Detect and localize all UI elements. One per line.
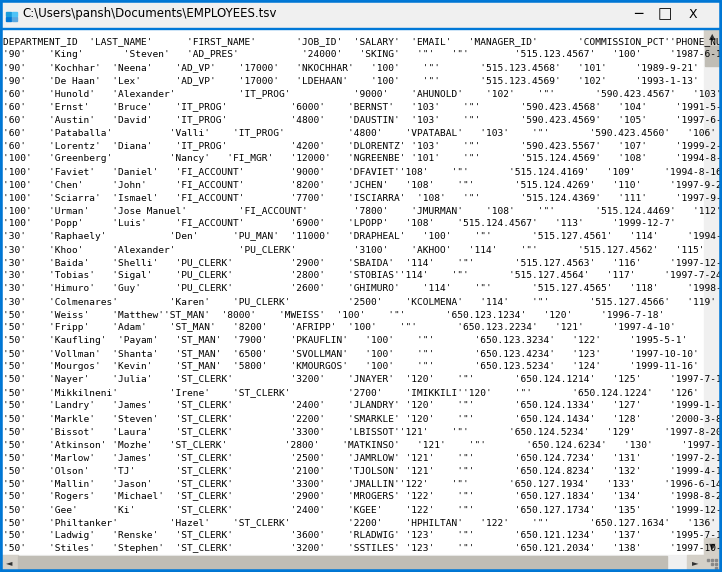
Text: '60'    'Lorentz'  'Diana'    'IT_PROG'           '4200'    'DLORENTZ' '103'    : '60' 'Lorentz' 'Diana' 'IT_PROG' '4200' … [3, 141, 722, 150]
Text: '50'    'Bissot'   'Laura'    'ST_CLERK'          '3300'    'LBISSOT''121'    '": '50' 'Bissot' 'Laura' 'ST_CLERK' '3300' … [3, 427, 722, 436]
Bar [6, 17, 11, 21]
Bar [704, 538, 721, 555]
Text: '100'   'Sciarra'  'Ismael'   'FI_ACCOUNT'        '7700'    'ISCIARRA'  '108'   : '100' 'Sciarra' 'Ismael' 'FI_ACCOUNT' '7… [3, 193, 722, 202]
Text: DEPARTMENT_ID  'LAST_NAME'      'FIRST_NAME'       'JOB_ID'  'SALARY'  'EMAIL'  : DEPARTMENT_ID 'LAST_NAME' 'FIRST_NAME' '… [3, 37, 722, 46]
Text: '100'   'Chen'     'John'     'FI_ACCOUNT'        '8200'    'JCHEN'   '108'    ': '100' 'Chen' 'John' 'FI_ACCOUNT' '8200' … [3, 180, 722, 189]
Text: '50'    'Landry'   'James'    'ST_CLERK'          '2400'    'JLANDRY' '120'    ': '50' 'Landry' 'James' 'ST_CLERK' '2400' … [3, 401, 722, 410]
Bar [1, 28, 721, 29]
Bar [707, 559, 709, 561]
Text: '60'    'Austin'   'David'    'IT_PROG'           '4800'    'DAUSTIN'  '103'    : '60' 'Austin' 'David' 'IT_PROG' '4800' '… [3, 115, 722, 124]
Text: '60'    'Ernst'    'Bruce'    'IT_PROG'           '6000'    'BERNST'   '103'    : '60' 'Ernst' 'Bruce' 'IT_PROG' '6000' 'B… [3, 102, 722, 111]
Text: '100'   'Urman'    'Jose Manuel'         'FI_ACCOUNT'        '7800'    'JMURMAN': '100' 'Urman' 'Jose Manuel' 'FI_ACCOUNT'… [3, 206, 722, 215]
Text: ▼: ▼ [709, 542, 716, 551]
Bar [18, 556, 667, 570]
Bar [6, 12, 11, 16]
Text: '100'   'Greenberg'          'Nancy'   'FI_MGR'   '12000'   'NGREENBE' '101'    : '100' 'Greenberg' 'Nancy' 'FI_MGR' '1200… [3, 154, 722, 163]
Text: '100'   'Popp'     'Luis'     'FI_ACCOUNT'        '6900'    'LPOPP'   '108'    ': '100' 'Popp' 'Luis' 'FI_ACCOUNT' '6900' … [3, 219, 676, 228]
Bar [12, 12, 17, 16]
Text: '50'    'Vollman'  'Shanta'   'ST_MAN'  '6500'    'SVOLLMAN'   '100'    '"'     : '50' 'Vollman' 'Shanta' 'ST_MAN' '6500' … [3, 349, 699, 358]
Bar [704, 555, 721, 571]
Text: '50'    'Nayer'    'Julia'    'ST_CLERK'          '3200'    'JNAYER'  '120'    ': '50' 'Nayer' 'Julia' 'ST_CLERK' '3200' '… [3, 375, 722, 384]
Bar [704, 29, 721, 46]
Text: '50'    'Philtanker'         'Hazel'    'ST_CLERK'          '2200'    'HPHILTAN': '50' 'Philtanker' 'Hazel' 'ST_CLERK' '22… [3, 518, 722, 527]
Bar [715, 559, 717, 561]
Text: '90'    'De Haan'  'Lex'      'AD_VP'    '17000'   'LDEHAAN'    '100'    '"'    : '90' 'De Haan' 'Lex' 'AD_VP' '17000' 'LD… [3, 76, 699, 85]
Bar [705, 46, 720, 66]
Text: '50'    'Fripp'    'Adam'    'ST_MAN'   '8200'    'AFRIPP'  '100'    '"'       ': '50' 'Fripp' 'Adam' 'ST_MAN' '8200' 'AFR… [3, 323, 676, 332]
Bar [687, 555, 704, 571]
Text: '30'    'Raphaely'           'Den'      'PU_MAN'  '11000'   'DRAPHEAL'   '100'  : '30' 'Raphaely' 'Den' 'PU_MAN' '11000' '… [3, 232, 722, 241]
Text: '50'    'Olson'    'TJ'       'ST_CLERK'          '2100'    'TJOLSON' '121'    ': '50' 'Olson' 'TJ' 'ST_CLERK' '2100' 'TJO… [3, 466, 722, 475]
Text: '50'    'Mikkilneni'         'Irene'    'ST_CLERK'          '2700'    'IMIKKILI': '50' 'Mikkilneni' 'Irene' 'ST_CLERK' '27… [3, 388, 722, 397]
Text: '50'    'Markle'   'Steven'   'ST_CLERK'          '2200'    'SMARKLE' '120'    ': '50' 'Markle' 'Steven' 'ST_CLERK' '2200'… [3, 414, 722, 423]
Text: '60'    'Pataballa'          'Valli'    'IT_PROG'           '4800'    'VPATABAL': '60' 'Pataballa' 'Valli' 'IT_PROG' '4800… [3, 128, 722, 137]
Bar [1, 555, 704, 571]
Text: '50'    'Weiss'    'Matthew''ST_MAN'  '8000'    'MWEISS'  '100'    '"'       '65: '50' 'Weiss' 'Matthew''ST_MAN' '8000' 'M… [3, 310, 664, 319]
Bar [1, 555, 18, 571]
Text: ►: ► [692, 558, 698, 567]
Text: '100'   'Faviet'   'Daniel'   'FI_ACCOUNT'        '9000'    'DFAVIET''108'    '": '100' 'Faviet' 'Daniel' 'FI_ACCOUNT' '90… [3, 167, 722, 176]
Bar [711, 563, 713, 565]
Text: '50'    'Rogers'   'Michael'  'ST_CLERK'          '2900'    'MROGERS' '122'    ': '50' 'Rogers' 'Michael' 'ST_CLERK' '2900… [3, 492, 722, 501]
Text: '50'    'Mallin'   'Jason'    'ST_CLERK'          '3300'    'JMALLIN''122'    '": '50' 'Mallin' 'Jason' 'ST_CLERK' '3300' … [3, 479, 722, 488]
Text: '30'    'Himuro'   'Guy'      'PU_CLERK'          '2600'    'GHIMURO'    '114'  : '30' 'Himuro' 'Guy' 'PU_CLERK' '2600' 'G… [3, 284, 722, 293]
Bar [715, 563, 717, 565]
Text: ─: ─ [634, 7, 642, 21]
Text: '50'    'Ladwig'   'Renske'   'ST_CLERK'          '3600'    'RLADWIG' '123'    ': '50' 'Ladwig' 'Renske' 'ST_CLERK' '3600'… [3, 531, 722, 540]
Text: '50'    'Atkinson' 'Mozhe'   'ST_CLERK'          '2800'    'MATKINSO'   '121'   : '50' 'Atkinson' 'Mozhe' 'ST_CLERK' '2800… [3, 440, 722, 449]
Text: X: X [689, 7, 697, 21]
Text: '90'    'King'       'Steven'   'AD_PRES'           '24000'   'SKING'   '"'   '": '90' 'King' 'Steven' 'AD_PRES' '24000' '… [3, 50, 722, 59]
Text: '90'    'Kochhar'  'Neena'    'AD_VP'    '17000'   'NKOCHHAR'   '100'    '"'    : '90' 'Kochhar' 'Neena' 'AD_VP' '17000' '… [3, 63, 699, 72]
Text: '50'    'Marlow'   'James'    'ST_CLERK'          '2500'    'JAMRLOW' '121'    ': '50' 'Marlow' 'James' 'ST_CLERK' '2500' … [3, 453, 722, 462]
Text: ▲: ▲ [709, 33, 716, 42]
Text: ◄: ◄ [6, 558, 12, 567]
Bar [704, 29, 721, 555]
Text: '60'    'Hunold'   'Alexander'           'IT_PROG'           '9000'    'AHUNOLD': '60' 'Hunold' 'Alexander' 'IT_PROG' '900… [3, 89, 722, 98]
Bar [1, 1, 721, 28]
Bar [715, 567, 717, 569]
Text: '50'    'Stiles'   'Stephen'  'ST_CLERK'          '3200'    'SSTILES' '123'    ': '50' 'Stiles' 'Stephen' 'ST_CLERK' '3200… [3, 544, 722, 553]
Bar [12, 17, 17, 21]
Text: '50'    'Kaufling'  'Payam'   'ST_MAN'  '7900'    'PKAUFLIN'   '100'    '"'     : '50' 'Kaufling' 'Payam' 'ST_MAN' '7900' … [3, 336, 687, 345]
Text: '50'    'Mourgos'  'Kevin'    'ST_MAN'  '5800'    'KMOURGOS'   '100'    '"'     : '50' 'Mourgos' 'Kevin' 'ST_MAN' '5800' '… [3, 362, 699, 371]
Text: '50'    'Gee'      'Ki'       'ST_CLERK'          '2400'    'KGEE'    '122'    ': '50' 'Gee' 'Ki' 'ST_CLERK' '2400' 'KGEE'… [3, 505, 722, 514]
Text: C:\Users\pansh\Documents\EMPLOYEES.tsv: C:\Users\pansh\Documents\EMPLOYEES.tsv [22, 7, 277, 21]
Text: □: □ [658, 6, 672, 22]
Text: '30'    'Tobias'   'Sigal'    'PU_CLERK'          '2800'    'STOBIAS''114'    '": '30' 'Tobias' 'Sigal' 'PU_CLERK' '2800' … [3, 271, 722, 280]
Bar [711, 559, 713, 561]
Text: '30'    'Colmenares'         'Karen'    'PU_CLERK'          '2500'    'KCOLMENA': '30' 'Colmenares' 'Karen' 'PU_CLERK' '25… [3, 297, 722, 306]
Text: '30'    'Khoo'     'Alexander'           'PU_CLERK'          '3100'    'AKHOO'  : '30' 'Khoo' 'Alexander' 'PU_CLERK' '3100… [3, 245, 722, 254]
Text: '30'    'Baida'    'Shelli'   'PU_CLERK'          '2900'    'SBAIDA'  '114'    ': '30' 'Baida' 'Shelli' 'PU_CLERK' '2900' … [3, 258, 722, 267]
